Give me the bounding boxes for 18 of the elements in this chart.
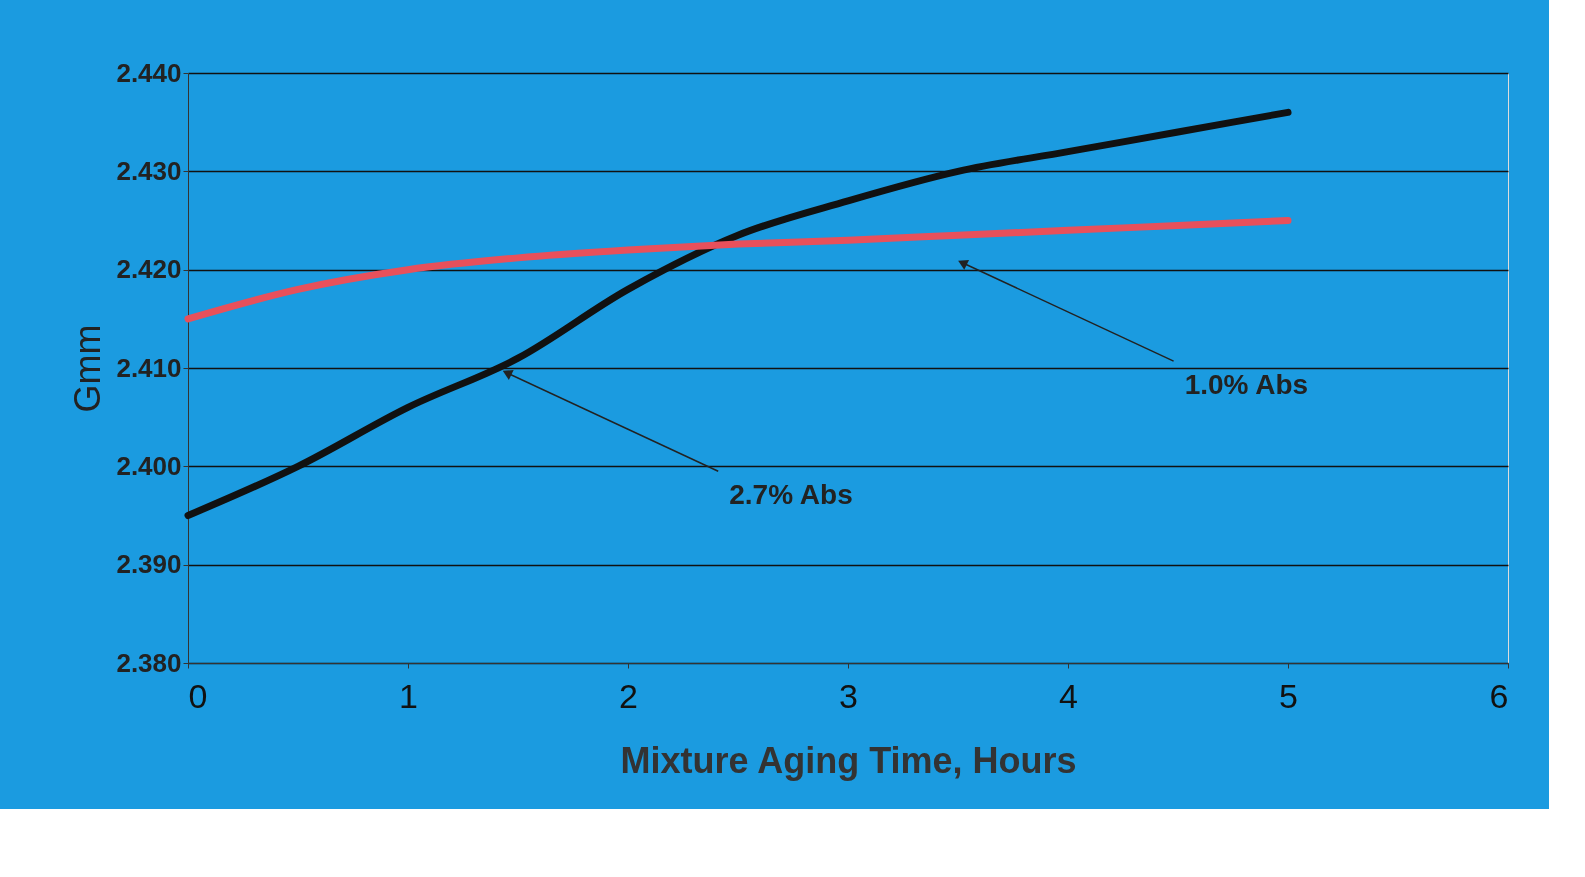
x-tick-label: 2 — [619, 676, 638, 715]
y-tick-label: 2.400 — [116, 450, 182, 481]
y-tick-label: 2.420 — [116, 254, 182, 285]
annotation: 2.7% Abs — [729, 478, 853, 510]
y-axis-title: Gmm — [67, 324, 109, 413]
annotation: 1.0% Abs — [1184, 368, 1309, 400]
x-tick-label: 1 — [399, 676, 418, 715]
x-tick-label: 0 — [188, 676, 208, 715]
x-tick-label: 5 — [1279, 676, 1298, 715]
y-tick-label: 2.410 — [116, 352, 182, 383]
x-axis-title: Mixture Aging Time, Hours — [620, 739, 1077, 781]
y-tick-label: 2.380 — [116, 647, 182, 678]
x-tick-label: 4 — [1059, 676, 1078, 715]
y-tick-label: 2.440 — [116, 57, 182, 88]
y-tick-label: 2.390 — [116, 549, 182, 580]
x-tick-label: 3 — [839, 676, 858, 715]
x-tick-label: 6 — [1489, 676, 1509, 715]
y-tick-label: 2.430 — [116, 155, 182, 186]
